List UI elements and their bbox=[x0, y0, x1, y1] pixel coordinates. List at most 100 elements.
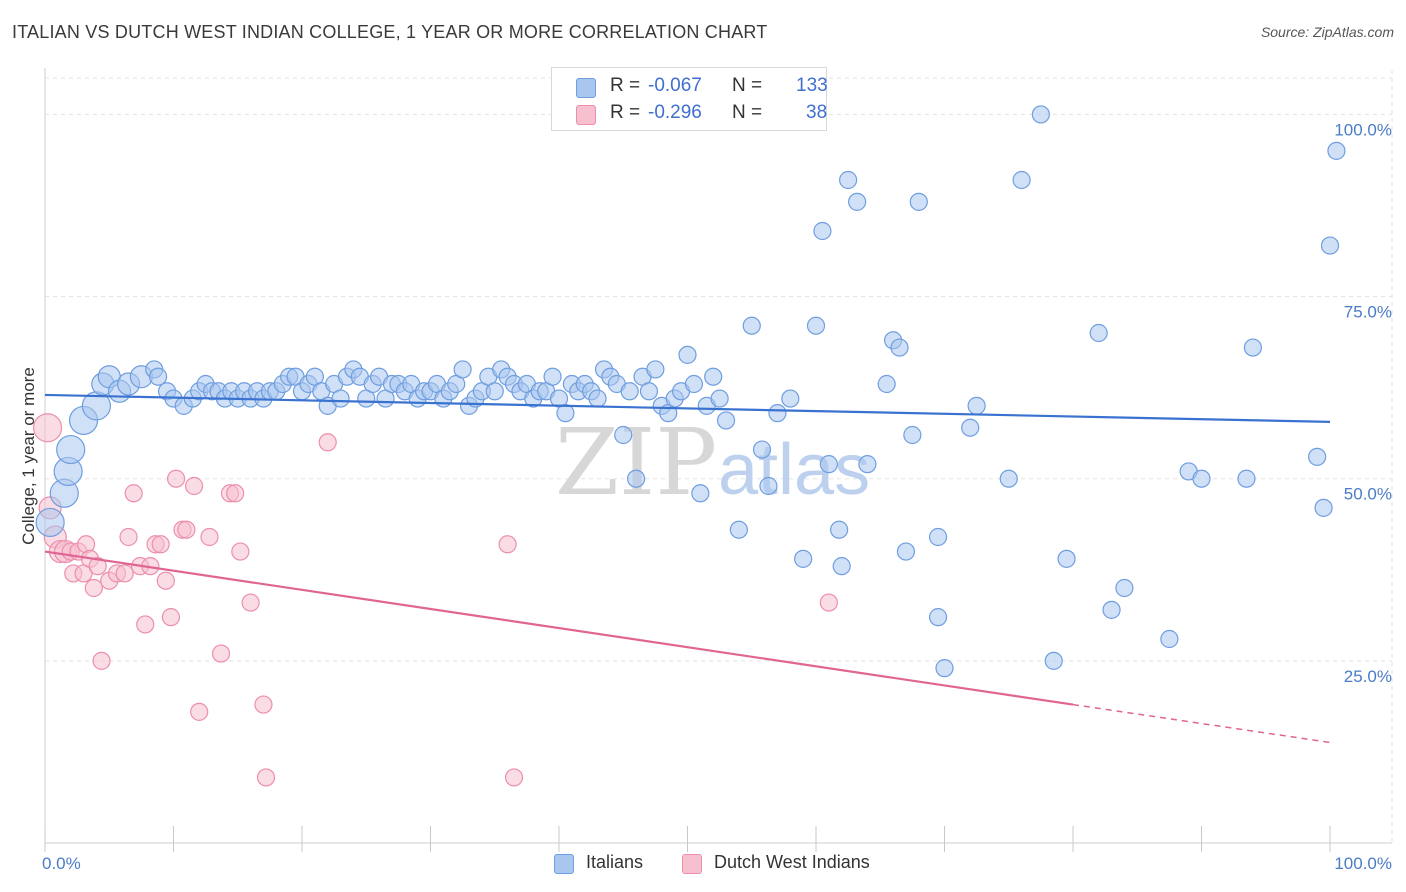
italian-point bbox=[742, 316, 761, 335]
italian-point bbox=[1012, 170, 1031, 190]
dutch-point bbox=[151, 535, 170, 554]
italian-point bbox=[819, 455, 838, 474]
dutch-point bbox=[84, 578, 103, 598]
italian-point bbox=[999, 469, 1018, 488]
legend-r-label: R = bbox=[610, 102, 641, 123]
italian-point bbox=[877, 374, 896, 394]
italian-point bbox=[1192, 469, 1211, 488]
italian-point bbox=[614, 425, 633, 445]
italian-point bbox=[830, 520, 849, 539]
y-tick-label: 25.0% bbox=[1344, 667, 1392, 686]
italian-point bbox=[928, 527, 948, 547]
y-axis-label: College, 1 year or more bbox=[19, 367, 38, 545]
watermark: ZIP atlas bbox=[555, 409, 870, 516]
italian-point bbox=[588, 389, 607, 408]
dutch-point bbox=[318, 433, 337, 452]
legend-swatch-italians bbox=[554, 854, 574, 874]
italian-point bbox=[35, 507, 65, 538]
italian-point bbox=[716, 411, 736, 430]
dutch-point bbox=[211, 644, 231, 663]
italian-point bbox=[691, 484, 710, 503]
italian-point bbox=[1314, 498, 1333, 517]
italian-point bbox=[1089, 323, 1108, 343]
y-tick-label: 100.0% bbox=[1334, 120, 1392, 139]
italian-point bbox=[832, 557, 851, 576]
dutch-point bbox=[177, 520, 196, 539]
italian-point bbox=[806, 316, 826, 335]
italian-point bbox=[1057, 549, 1076, 568]
legend-n-label: N = bbox=[732, 75, 763, 96]
italian-point bbox=[148, 367, 168, 386]
axes bbox=[44, 68, 1392, 852]
italian-point bbox=[1160, 629, 1179, 649]
legend-n-value: 133 bbox=[796, 75, 828, 96]
italian-point bbox=[848, 192, 867, 211]
dutch-point bbox=[124, 484, 143, 503]
italian-point bbox=[1044, 651, 1063, 670]
italians-trend-line bbox=[44, 393, 1331, 423]
legend-r-value: -0.296 bbox=[648, 102, 702, 123]
italian-point bbox=[646, 360, 665, 379]
italian-point bbox=[759, 476, 778, 496]
italian-point bbox=[967, 396, 986, 415]
tick-labels: 25.0% 50.0% 75.0% 100.0% 0.0% 100.0% bbox=[42, 120, 1392, 873]
dutch-point bbox=[184, 476, 204, 496]
dutch-point bbox=[231, 542, 250, 561]
italian-point bbox=[556, 404, 575, 423]
dutch-point bbox=[241, 593, 260, 612]
x-tick-label: 100.0% bbox=[1334, 854, 1392, 873]
dutch-point bbox=[498, 535, 517, 554]
italian-point bbox=[485, 382, 504, 401]
italian-point bbox=[620, 382, 639, 401]
chart-title: ITALIAN VS DUTCH WEST INDIAN COLLEGE, 1 … bbox=[12, 22, 768, 42]
y-tick-label: 75.0% bbox=[1344, 303, 1392, 322]
legend-label-italians: Italians bbox=[586, 852, 644, 872]
dutch-point bbox=[136, 615, 155, 634]
gridlines bbox=[45, 70, 1393, 843]
dutch-point bbox=[226, 484, 245, 503]
italian-point bbox=[928, 608, 948, 627]
italian-point bbox=[56, 434, 86, 465]
italian-point bbox=[453, 360, 472, 379]
italian-point bbox=[1320, 236, 1340, 255]
italian-point bbox=[331, 389, 350, 408]
italian-point bbox=[729, 520, 749, 539]
italian-point bbox=[781, 389, 800, 408]
dutch-point bbox=[115, 564, 134, 583]
italian-point bbox=[543, 367, 562, 386]
italian-points bbox=[35, 105, 1346, 678]
legend-r-value: -0.067 bbox=[648, 75, 702, 96]
dutch-point bbox=[161, 608, 181, 627]
legend-swatch-italians bbox=[576, 78, 596, 98]
italian-point bbox=[626, 469, 646, 488]
italian-point bbox=[639, 382, 659, 401]
legend-label-dutch: Dutch West Indians bbox=[714, 852, 870, 872]
italian-point bbox=[903, 425, 922, 445]
italian-point bbox=[813, 221, 832, 241]
italian-point bbox=[684, 374, 704, 394]
dutch-point bbox=[166, 469, 186, 488]
italian-point bbox=[896, 542, 916, 561]
italian-point bbox=[858, 455, 877, 474]
italian-point bbox=[1115, 578, 1134, 598]
italian-point bbox=[678, 345, 697, 364]
italian-point bbox=[1031, 105, 1050, 124]
watermark-zip: ZIP bbox=[555, 409, 717, 516]
source-label: Source: ZipAtlas.com bbox=[1260, 24, 1394, 40]
dutch-point bbox=[200, 527, 219, 547]
legend-r-label: R = bbox=[610, 75, 641, 96]
italian-point bbox=[961, 418, 980, 437]
italian-point bbox=[752, 440, 772, 459]
trend-lines bbox=[44, 393, 1331, 744]
dutch-point bbox=[504, 768, 524, 787]
legend-swatch-dutch bbox=[682, 854, 702, 874]
italian-point bbox=[890, 338, 909, 357]
stats-legend: R = -0.067 N = 133 R = -0.296 N = 38 bbox=[551, 67, 828, 131]
dutch-points bbox=[32, 413, 838, 787]
dutch-point bbox=[32, 413, 63, 443]
italian-point bbox=[1327, 141, 1346, 160]
dutch-point bbox=[819, 593, 838, 612]
italian-point bbox=[794, 549, 813, 568]
dutch-trend-line bbox=[44, 550, 1074, 706]
italian-point bbox=[1237, 469, 1256, 488]
